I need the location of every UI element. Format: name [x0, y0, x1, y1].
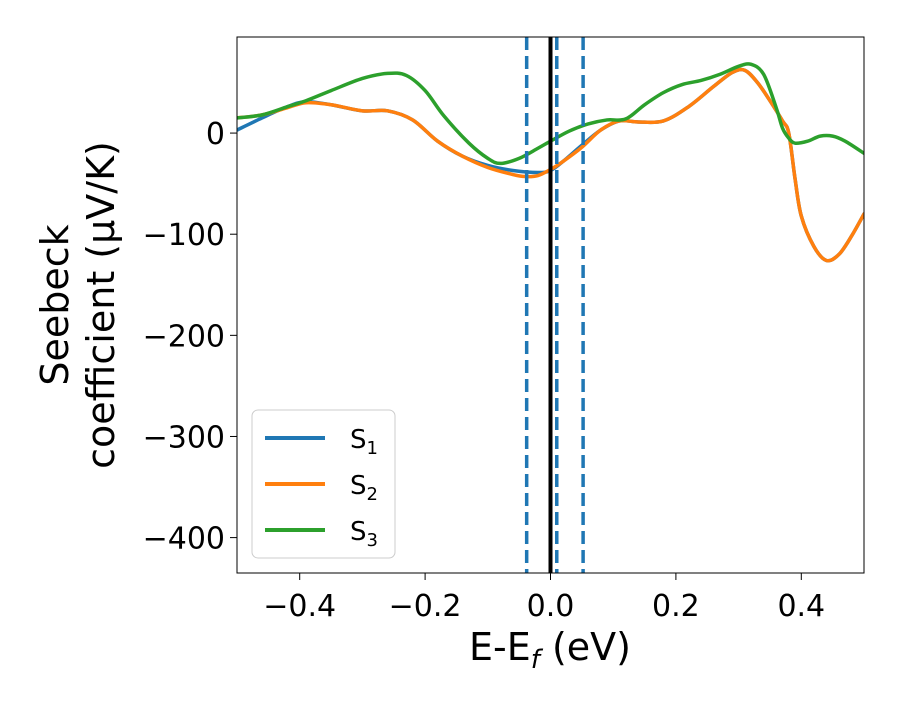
plot-lines-layer: [237, 62, 864, 263]
x-tick-label: 0.4: [777, 589, 825, 624]
x-tick-label: 0.2: [652, 589, 700, 624]
legend-label-s1: S1: [350, 425, 378, 459]
x-axis-label-unit: (eV): [540, 625, 631, 669]
y-axis-label-line1: Seebeck: [33, 224, 77, 385]
series-line-s3: [237, 62, 864, 166]
y-tick-label: 0: [206, 117, 225, 152]
legend-label-s2: S2: [350, 471, 378, 505]
x-tick-label: −0.2: [389, 589, 462, 624]
legend: S1 S2 S3: [251, 409, 396, 559]
x-axis-label-main: E-E: [469, 625, 531, 669]
y-axis-label-line2: coefficient (μV/K): [79, 141, 123, 469]
x-tick-label: 0.0: [527, 589, 575, 624]
y-tick-label: −200: [143, 319, 225, 354]
series-line-s2: [237, 67, 864, 263]
y-axis-ticks: 0 −100 −200 −300 −400: [143, 117, 237, 557]
x-axis-ticks: −0.4 −0.2 0.0 0.2 0.4: [263, 573, 825, 624]
legend-label-s3: S3: [350, 517, 378, 551]
x-tick-label: −0.4: [263, 589, 336, 624]
y-tick-label: −300: [143, 420, 225, 455]
y-tick-label: −100: [143, 218, 225, 253]
y-tick-label: −400: [143, 522, 225, 557]
vertical-lines-layer: [524, 37, 585, 573]
y-axis-label-group: Seebeck coefficient (μV/K): [33, 141, 123, 469]
x-axis-label: E-Ef (eV): [469, 625, 631, 675]
